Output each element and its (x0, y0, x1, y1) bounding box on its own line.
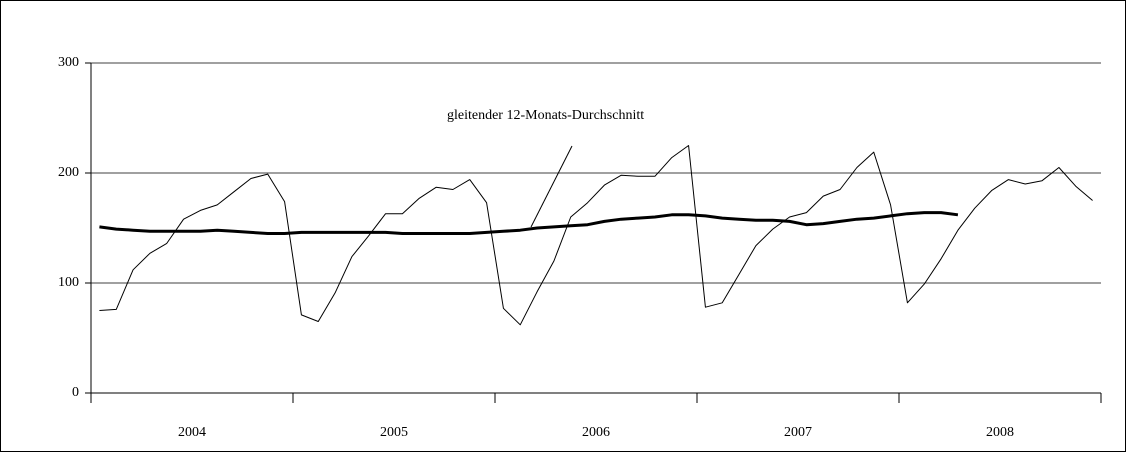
x-tick-label: 2007 (784, 425, 812, 440)
y-tick-label: 100 (58, 275, 79, 290)
x-tick-label: 2004 (178, 425, 206, 440)
series-line (99, 145, 1093, 326)
annotation: gleitender 12-Monats-Durchschnitt (447, 108, 644, 123)
y-tick-label: 200 (58, 165, 79, 180)
x-tick-label: 2006 (582, 425, 610, 440)
y-tick-label: 300 (58, 55, 79, 70)
x-tick-label: 2005 (380, 425, 408, 440)
annotation-leader (530, 145, 573, 228)
series-line (99, 211, 959, 235)
y-tick-label: 0 (72, 385, 79, 400)
x-tick-label: 2008 (986, 425, 1014, 440)
